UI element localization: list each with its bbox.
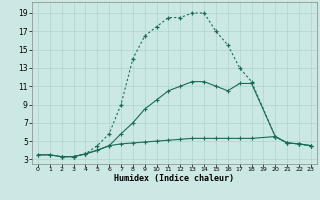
X-axis label: Humidex (Indice chaleur): Humidex (Indice chaleur) (115, 174, 234, 183)
